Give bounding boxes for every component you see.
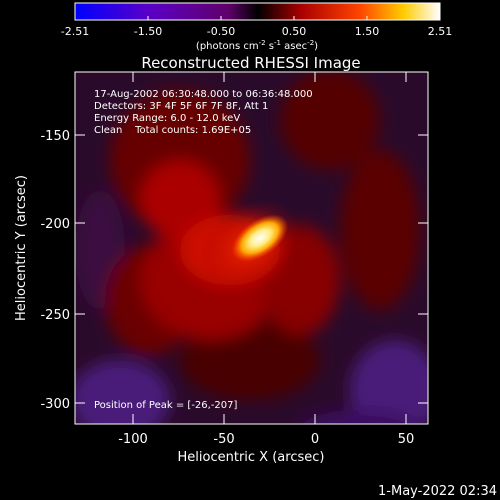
colorbar-tick-label: 0.50 — [282, 25, 307, 38]
x-tick-label: 0 — [311, 432, 319, 447]
peak-source — [231, 214, 289, 262]
y-tick-label: -300 — [40, 397, 70, 412]
colorbar-tick-label: -1.50 — [134, 25, 162, 38]
x-axis-ticks — [132, 72, 407, 424]
x-tick-label: 50 — [398, 432, 415, 447]
colorbar-tick-label: 2.51 — [428, 25, 453, 38]
rhessi-image — [75, 72, 428, 424]
x-tick-label: -100 — [118, 432, 148, 447]
timestamp: 1-May-2022 02:34 — [378, 484, 497, 499]
info-time-range: 17-Aug-2002 06:30:48.000 to 06:36:48.000 — [94, 89, 313, 100]
plot-frame — [74, 71, 429, 425]
peak-position-label: Position of Peak = [-26,-207] — [94, 400, 238, 411]
info-detectors: Detectors: 3F 4F 5F 6F 7F 8F, Att 1 — [94, 101, 268, 112]
y-tick-label: -250 — [40, 308, 70, 323]
colorbar-tick-label: -0.50 — [207, 25, 235, 38]
y-tick-label: -150 — [40, 129, 70, 144]
colorbar — [74, 2, 441, 21]
y-axis-label: Heliocentric Y (arcsec) — [14, 175, 29, 321]
info-energy-range: Energy Range: 6.0 - 12.0 keV — [94, 113, 240, 124]
plot-title: Reconstructed RHESSI Image — [141, 54, 360, 72]
x-tick-label: -50 — [213, 432, 234, 447]
colorbar-tick-label: 1.50 — [355, 25, 380, 38]
y-tick-label: -200 — [40, 217, 70, 232]
colorbar-units: (photons cm-2 s-1 asec-2) — [196, 39, 318, 52]
colorbar-tick-label: -2.51 — [61, 25, 89, 38]
y-axis-ticks — [75, 134, 428, 404]
info-clean-counts: Clean Total counts: 1.69E+05 — [94, 125, 251, 136]
x-axis-label: Heliocentric X (arcsec) — [178, 450, 325, 465]
colorbar-ticks — [74, 16, 441, 20]
